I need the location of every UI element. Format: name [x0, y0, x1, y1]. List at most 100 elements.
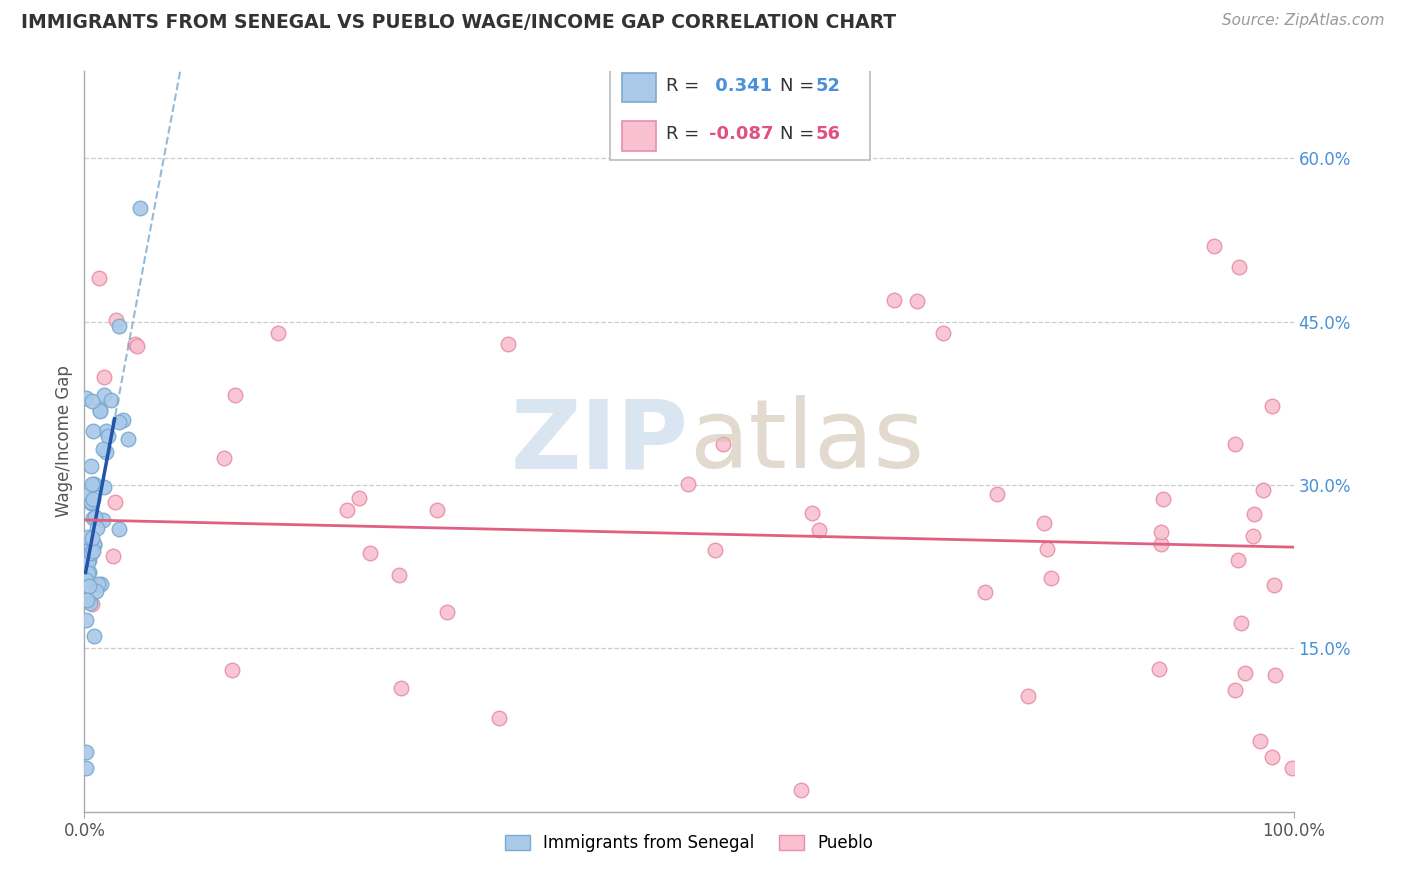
Point: [84, 583, 107, 598]
Point: [101, 549, 124, 563]
Point: [1230, 616, 1253, 631]
Point: [87, 271, 110, 285]
Point: [83, 539, 105, 553]
Point: [82, 511, 104, 525]
Point: [86, 576, 108, 591]
Point: [128, 202, 150, 216]
Point: [104, 312, 127, 326]
Point: [96, 424, 118, 438]
Point: [77, 566, 100, 580]
Point: [75, 488, 97, 502]
Point: [1260, 399, 1282, 413]
Point: [75, 745, 97, 759]
Point: [93, 370, 115, 384]
Point: [117, 432, 139, 446]
Point: [907, 293, 929, 308]
Point: [389, 681, 412, 695]
Point: [77, 579, 100, 593]
Point: [82, 424, 104, 438]
Point: [336, 502, 359, 516]
Point: [883, 293, 905, 307]
Point: [83, 537, 105, 551]
Point: [80, 540, 103, 554]
Point: [974, 585, 997, 599]
Point: [1152, 492, 1174, 507]
Point: [93, 388, 115, 402]
Point: [387, 567, 409, 582]
Point: [1226, 553, 1249, 567]
Point: [124, 336, 146, 351]
Point: [86, 521, 108, 535]
Point: [89, 403, 111, 417]
Point: [1150, 537, 1173, 551]
Text: 0.341: 0.341: [710, 78, 773, 95]
Point: [221, 663, 243, 677]
Point: [82, 476, 104, 491]
Point: [267, 326, 290, 340]
Point: [1241, 529, 1264, 543]
Point: [1263, 578, 1285, 592]
Text: N =: N =: [780, 78, 820, 95]
Point: [224, 388, 246, 402]
Point: [1202, 238, 1225, 252]
Point: [1233, 666, 1256, 681]
Point: [214, 450, 236, 465]
Point: [94, 444, 117, 458]
Point: [80, 531, 103, 545]
Point: [1227, 260, 1250, 275]
Text: N =: N =: [780, 125, 820, 144]
FancyBboxPatch shape: [623, 73, 657, 103]
Point: [932, 326, 955, 340]
Point: [90, 577, 112, 591]
Point: [79, 459, 101, 474]
Point: [79, 565, 101, 579]
Point: [91, 442, 114, 456]
Point: [82, 394, 104, 409]
Point: [76, 592, 98, 607]
FancyBboxPatch shape: [610, 61, 870, 161]
Text: 52: 52: [815, 78, 841, 95]
Point: [108, 522, 131, 536]
Text: R =: R =: [666, 125, 704, 144]
Point: [75, 544, 97, 558]
Point: [1017, 689, 1039, 703]
Point: [711, 436, 734, 450]
Point: [107, 415, 129, 429]
Point: [1150, 525, 1173, 540]
Point: [1223, 683, 1246, 698]
Point: [704, 542, 727, 557]
Point: [1243, 507, 1265, 521]
Point: [75, 613, 97, 627]
Point: [1264, 668, 1286, 682]
Point: [1251, 483, 1274, 497]
Point: [1149, 662, 1171, 676]
Y-axis label: Wage/Income Gap: Wage/Income Gap: [55, 366, 73, 517]
Point: [91, 513, 114, 527]
Point: [80, 496, 103, 510]
Point: [496, 336, 519, 351]
Point: [79, 596, 101, 610]
Point: [76, 530, 98, 544]
Point: [75, 391, 97, 405]
Point: [347, 491, 370, 505]
Point: [83, 629, 105, 643]
Point: [112, 413, 135, 427]
Text: 56: 56: [815, 125, 841, 144]
Point: [77, 552, 100, 566]
Point: [436, 605, 458, 619]
Point: [426, 503, 449, 517]
Point: [80, 546, 103, 560]
Point: [89, 403, 111, 417]
Point: [84, 510, 107, 524]
FancyBboxPatch shape: [623, 121, 657, 151]
Point: [1032, 516, 1054, 530]
Point: [808, 523, 831, 537]
Point: [678, 477, 700, 491]
Text: atlas: atlas: [689, 395, 924, 488]
Point: [1261, 750, 1284, 764]
Point: [104, 494, 127, 508]
Point: [82, 543, 104, 558]
Point: [1036, 542, 1059, 557]
Point: [80, 598, 103, 612]
Point: [1223, 437, 1246, 451]
